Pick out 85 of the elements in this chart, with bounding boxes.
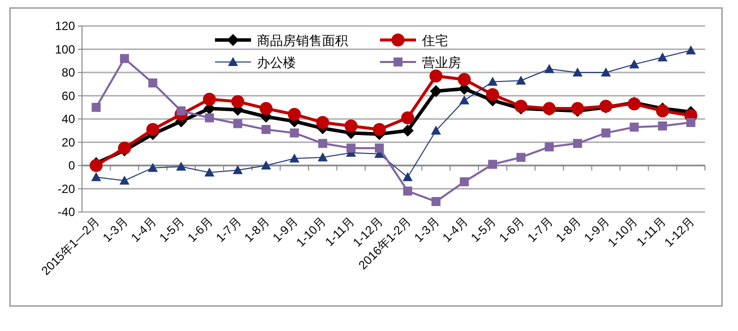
x-tick-label: 1-5月 [468, 214, 499, 245]
y-tick-label: -20 [58, 182, 76, 196]
point [231, 95, 244, 108]
point [401, 111, 414, 124]
point [459, 95, 470, 104]
point [261, 160, 272, 170]
point [402, 172, 413, 182]
point [572, 68, 583, 76]
legend-label: 商品房销售面积 [257, 33, 348, 48]
point [431, 197, 440, 206]
point [120, 54, 129, 64]
point [486, 88, 500, 102]
point [316, 116, 330, 129]
point [288, 108, 301, 121]
x-tick-label: 1-4月 [128, 214, 159, 245]
point [460, 177, 469, 186]
y-tick-label: 60 [62, 88, 76, 103]
point [402, 124, 414, 137]
legend-label: 住宅 [421, 33, 448, 48]
point [430, 85, 442, 98]
point [629, 59, 640, 68]
point [148, 162, 158, 172]
y-tick-label: 120 [54, 19, 76, 33]
point [91, 172, 102, 182]
point [148, 78, 158, 88]
point [344, 119, 358, 132]
y-tick-label: 80 [62, 66, 76, 80]
point [119, 176, 130, 185]
x-tick-label: 1-3月 [411, 214, 442, 245]
point [346, 144, 356, 153]
point [262, 124, 271, 134]
y-tick-label: 40 [62, 112, 76, 126]
point [403, 186, 412, 196]
point [92, 102, 101, 112]
x-tick-label: 1-5月 [156, 214, 188, 245]
point [488, 76, 498, 86]
point [516, 152, 526, 162]
x-tick-label: 1-7月 [524, 214, 556, 245]
point [429, 69, 442, 82]
point [232, 165, 243, 174]
point [289, 154, 300, 163]
point [458, 72, 471, 86]
x-tick-label: 1-4月 [440, 214, 470, 245]
point [146, 122, 160, 136]
point [544, 64, 554, 74]
point [372, 122, 386, 136]
point [544, 142, 554, 152]
point [430, 126, 441, 135]
point [573, 138, 582, 148]
legend-label: 营业房 [422, 55, 461, 70]
y-tick-label: 20 [62, 135, 76, 150]
point [658, 121, 668, 130]
point [90, 159, 103, 172]
point [204, 167, 214, 176]
point [630, 122, 639, 132]
legend-label: 办公楼 [257, 55, 296, 70]
point [686, 45, 696, 54]
y-tick-label: 0 [68, 158, 76, 172]
x-tick-label: 1-6月 [184, 214, 216, 245]
point [658, 52, 668, 62]
y-tick-label: -40 [58, 205, 76, 219]
point [374, 144, 384, 153]
x-tick-label: 1-8月 [553, 214, 584, 245]
point [686, 118, 696, 127]
point [118, 142, 131, 155]
point [176, 162, 186, 171]
point [656, 104, 670, 118]
point [600, 68, 611, 76]
point [571, 102, 584, 116]
point [233, 119, 242, 128]
point [514, 100, 528, 113]
x-tick-label: 1-7月 [213, 214, 244, 245]
x-tick-label: 1-8月 [242, 214, 272, 245]
x-tick-label: 1-3月 [100, 214, 131, 245]
point [601, 128, 610, 138]
point [318, 138, 328, 148]
x-tick-label: 1-6月 [496, 214, 528, 245]
point [318, 152, 328, 162]
point [290, 128, 299, 138]
point [202, 92, 216, 106]
point [516, 76, 526, 85]
y-tick-label: 100 [54, 42, 76, 56]
point [260, 102, 273, 116]
point [488, 160, 498, 169]
point [204, 113, 214, 122]
